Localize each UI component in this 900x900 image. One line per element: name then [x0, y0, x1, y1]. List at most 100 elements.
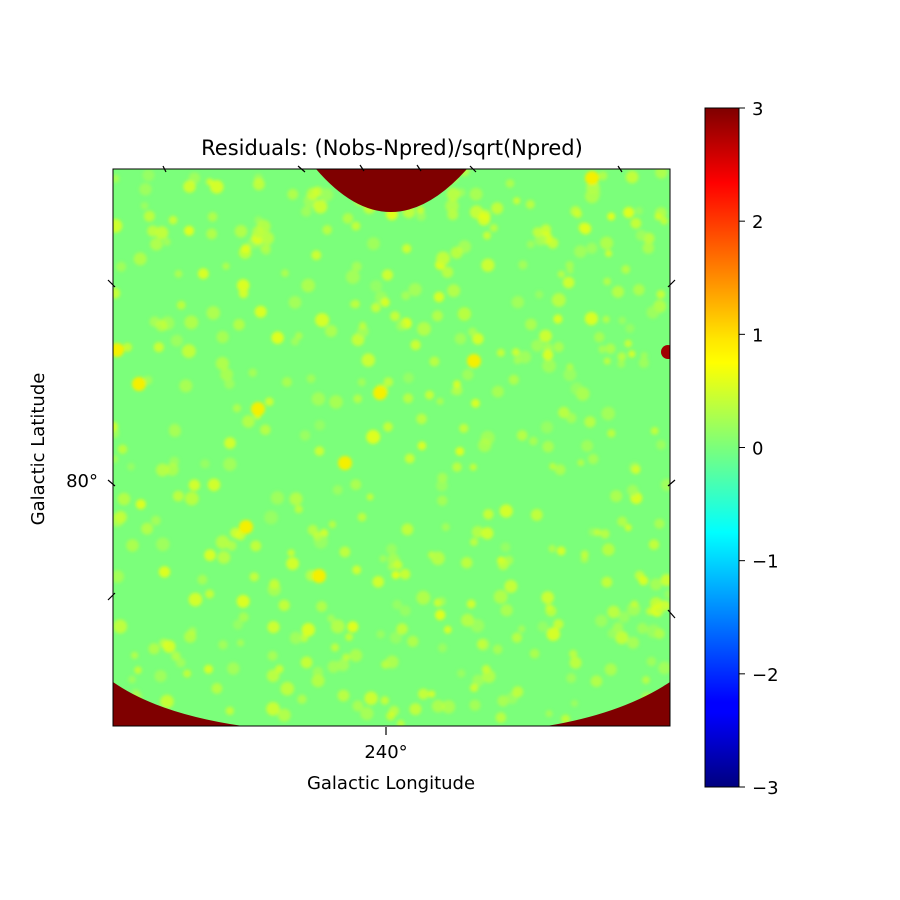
residual-blob	[325, 324, 338, 338]
bright-residual-spot	[113, 343, 124, 357]
residual-blob	[540, 224, 552, 235]
residual-blob	[604, 663, 617, 676]
residual-blob	[605, 249, 613, 258]
residual-blob	[266, 702, 280, 716]
residual-blob	[570, 382, 583, 395]
residual-blob	[339, 546, 351, 558]
residual-blob	[337, 689, 350, 702]
residual-blob	[654, 628, 665, 639]
residual-blob	[153, 342, 164, 353]
residual-blob	[281, 269, 289, 278]
residual-blob	[623, 207, 635, 218]
residual-blob	[301, 623, 315, 637]
residual-blob	[447, 284, 461, 298]
residual-blob	[242, 415, 255, 428]
residual-blob	[361, 353, 375, 367]
residual-blob	[113, 219, 123, 233]
residual-blob	[265, 397, 274, 407]
residual-blob	[128, 675, 136, 684]
residual-blob	[454, 333, 467, 345]
residual-blob	[380, 696, 389, 705]
residual-blob	[205, 589, 215, 599]
residual-blob	[409, 703, 422, 716]
residual-blob	[332, 485, 343, 495]
residual-blob	[200, 459, 210, 469]
residual-blob	[291, 337, 300, 346]
residual-blob	[654, 212, 662, 221]
residual-blob	[140, 202, 149, 210]
residual-blob	[387, 563, 395, 571]
residual-blob	[624, 339, 632, 348]
residual-blob	[600, 529, 610, 539]
residual-blob	[127, 462, 135, 471]
residual-blob	[236, 594, 250, 608]
residual-blob	[529, 648, 540, 659]
residual-blob	[169, 423, 181, 435]
residual-blob	[168, 215, 178, 225]
residual-blob	[155, 319, 168, 332]
residual-blob	[366, 429, 381, 444]
residual-blob	[468, 327, 477, 337]
residual-blob	[612, 285, 624, 298]
residual-blob	[403, 393, 414, 404]
hot-spot-right-edge	[661, 345, 670, 359]
residual-blob	[250, 540, 262, 552]
residual-blob	[579, 223, 592, 235]
residual-blob	[385, 655, 399, 669]
residual-blob	[483, 231, 491, 240]
residual-blob	[548, 544, 556, 553]
residual-blob	[264, 510, 278, 525]
residual-blob	[517, 625, 526, 633]
residual-blob	[508, 374, 519, 385]
residual-blob	[658, 661, 670, 675]
residual-blob	[295, 332, 303, 340]
top-tick	[359, 164, 365, 172]
residual-blob	[600, 236, 614, 250]
residual-blob	[184, 225, 195, 236]
residual-blob	[315, 313, 330, 328]
residual-blob	[531, 339, 544, 352]
bright-residual-spot	[312, 569, 326, 583]
residual-blob	[314, 446, 325, 456]
y-axis-label: Galactic Latitude	[28, 373, 49, 526]
residual-blob	[602, 543, 615, 556]
residual-blob	[236, 639, 245, 647]
residual-blob	[436, 479, 448, 492]
residual-blob	[287, 549, 295, 557]
residual-blob	[535, 290, 544, 299]
residual-blob	[500, 604, 513, 617]
residual-blob	[197, 574, 208, 585]
residual-blob	[476, 639, 487, 649]
residual-blob	[350, 479, 362, 490]
residual-blob	[207, 478, 221, 492]
residual-blob	[505, 179, 515, 188]
residual-blob	[617, 352, 627, 361]
residual-blob	[660, 574, 670, 587]
residual-blob	[518, 260, 528, 270]
residual-blob	[637, 622, 648, 634]
residual-blob	[311, 674, 325, 688]
residual-blob	[624, 524, 632, 532]
residual-blob	[329, 395, 343, 409]
residual-blob	[236, 279, 250, 292]
residual-blob	[401, 291, 411, 300]
residual-blob	[113, 455, 119, 463]
residual-blob	[625, 323, 635, 333]
residual-blob	[656, 439, 666, 450]
residual-blob	[218, 640, 228, 650]
residual-blob	[431, 699, 445, 713]
residual-blob	[294, 505, 303, 514]
residual-blob	[327, 614, 335, 623]
residual-blob	[457, 307, 472, 321]
residual-blob	[618, 611, 630, 623]
residual-blob	[289, 631, 302, 645]
residual-blob	[233, 319, 245, 331]
residual-blob	[278, 599, 290, 611]
residual-blob	[436, 251, 450, 266]
residual-blob	[403, 372, 414, 384]
x-axis-label: Galactic Longitude	[307, 773, 475, 794]
residual-blob	[188, 479, 201, 491]
right-tick	[667, 609, 676, 619]
residual-blob	[382, 269, 393, 281]
residual-blob	[477, 213, 491, 226]
